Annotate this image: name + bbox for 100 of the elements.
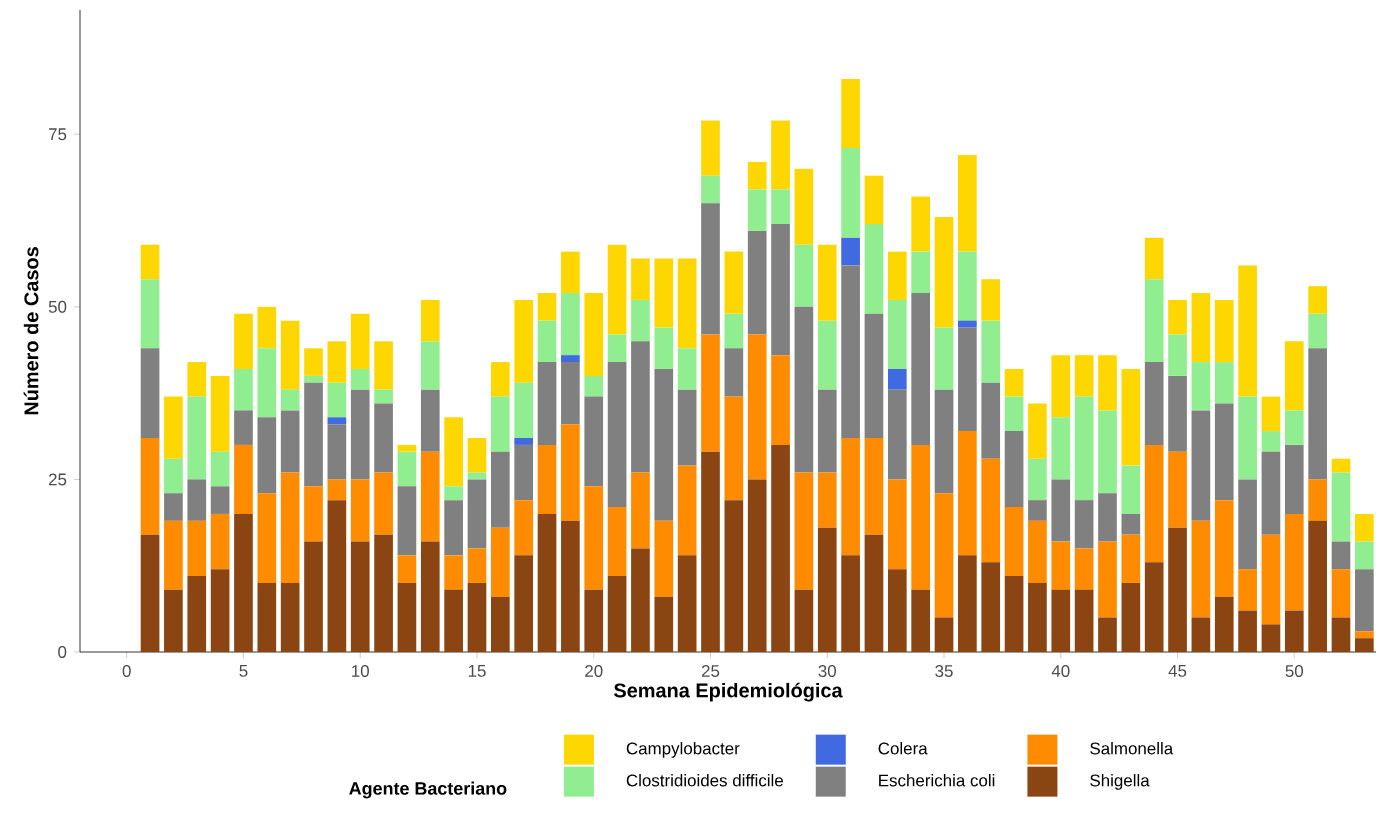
bar xyxy=(747,189,767,231)
bar xyxy=(187,479,207,521)
legend-label: Clostridioides difficile xyxy=(626,774,783,787)
bar xyxy=(444,589,463,652)
bar xyxy=(280,389,300,411)
bar xyxy=(864,224,884,314)
bar xyxy=(1051,589,1071,652)
bar xyxy=(210,451,230,487)
bar xyxy=(444,500,463,556)
bar xyxy=(631,472,650,549)
bar xyxy=(1028,458,1047,501)
bar xyxy=(1284,610,1304,652)
bar xyxy=(257,417,277,494)
y-axis-title: Número de Casos xyxy=(23,247,39,415)
bar xyxy=(631,548,650,652)
bar xyxy=(1355,513,1374,542)
bar xyxy=(584,396,604,487)
bar xyxy=(1214,403,1234,501)
bar xyxy=(817,320,837,390)
bar xyxy=(561,520,580,652)
y-tick-label: 0 xyxy=(58,646,67,658)
bar xyxy=(1144,279,1164,363)
bar xyxy=(537,320,557,363)
bar xyxy=(304,382,323,487)
bar xyxy=(1214,299,1234,363)
bar xyxy=(771,444,790,652)
bar xyxy=(1004,576,1024,652)
x-tick-label: 50 xyxy=(1285,665,1304,678)
bar xyxy=(1308,520,1327,652)
bar xyxy=(1121,513,1141,535)
bar xyxy=(164,458,183,494)
bar xyxy=(841,555,860,652)
bar xyxy=(1168,375,1187,452)
bar xyxy=(1214,500,1234,597)
bar xyxy=(958,251,977,321)
bar xyxy=(701,451,720,652)
bar xyxy=(561,251,580,294)
bar xyxy=(981,320,1001,383)
bar xyxy=(958,154,977,252)
bar xyxy=(1168,299,1187,335)
bar xyxy=(724,251,744,314)
bar xyxy=(1168,334,1187,376)
bar xyxy=(724,396,744,501)
bar xyxy=(677,348,697,390)
bar xyxy=(280,582,300,652)
bar xyxy=(607,362,627,508)
bar xyxy=(234,513,253,652)
bar xyxy=(724,313,744,349)
bar xyxy=(771,224,790,356)
bar xyxy=(327,500,347,652)
legend-label: Escherichia coli xyxy=(879,774,995,787)
bar xyxy=(1168,527,1187,652)
bar xyxy=(1191,520,1211,618)
bar xyxy=(1238,265,1257,397)
bar xyxy=(280,410,300,473)
bar xyxy=(841,148,860,238)
legend-label: Salmonella xyxy=(1090,742,1174,755)
bar xyxy=(1355,569,1374,632)
legend-label: Colera xyxy=(878,742,928,755)
bar xyxy=(490,527,510,597)
bar xyxy=(444,555,463,590)
bar xyxy=(1028,403,1047,459)
bar xyxy=(514,382,534,438)
bar xyxy=(514,438,534,445)
bar xyxy=(187,520,207,577)
x-tick-label: 40 xyxy=(1051,665,1070,678)
bar xyxy=(467,582,487,652)
bar xyxy=(1051,355,1071,418)
bar xyxy=(911,589,931,652)
bar xyxy=(304,348,323,376)
bar xyxy=(1331,458,1351,473)
bar xyxy=(1028,500,1047,521)
bar xyxy=(631,258,650,300)
bar xyxy=(234,313,253,369)
bar xyxy=(817,244,837,321)
bar xyxy=(701,334,720,452)
bar xyxy=(1098,493,1117,542)
bar xyxy=(1308,286,1327,314)
bar xyxy=(654,520,674,597)
bar xyxy=(210,513,230,570)
bar xyxy=(561,362,580,425)
bar xyxy=(771,189,790,224)
bar xyxy=(841,79,860,149)
bar xyxy=(1284,341,1304,411)
bar xyxy=(210,486,230,514)
bar xyxy=(1191,617,1211,652)
bar xyxy=(374,389,393,404)
bar xyxy=(397,555,417,583)
bar xyxy=(701,120,720,176)
bar xyxy=(607,507,627,577)
bar xyxy=(327,417,347,425)
bar xyxy=(374,341,393,390)
bar xyxy=(841,438,860,556)
x-tick-label: 25 xyxy=(701,665,720,678)
bar xyxy=(911,251,931,294)
bar xyxy=(934,217,954,328)
bar xyxy=(444,417,463,487)
bar xyxy=(934,327,954,390)
bar xyxy=(584,375,604,397)
bar xyxy=(1074,396,1094,501)
